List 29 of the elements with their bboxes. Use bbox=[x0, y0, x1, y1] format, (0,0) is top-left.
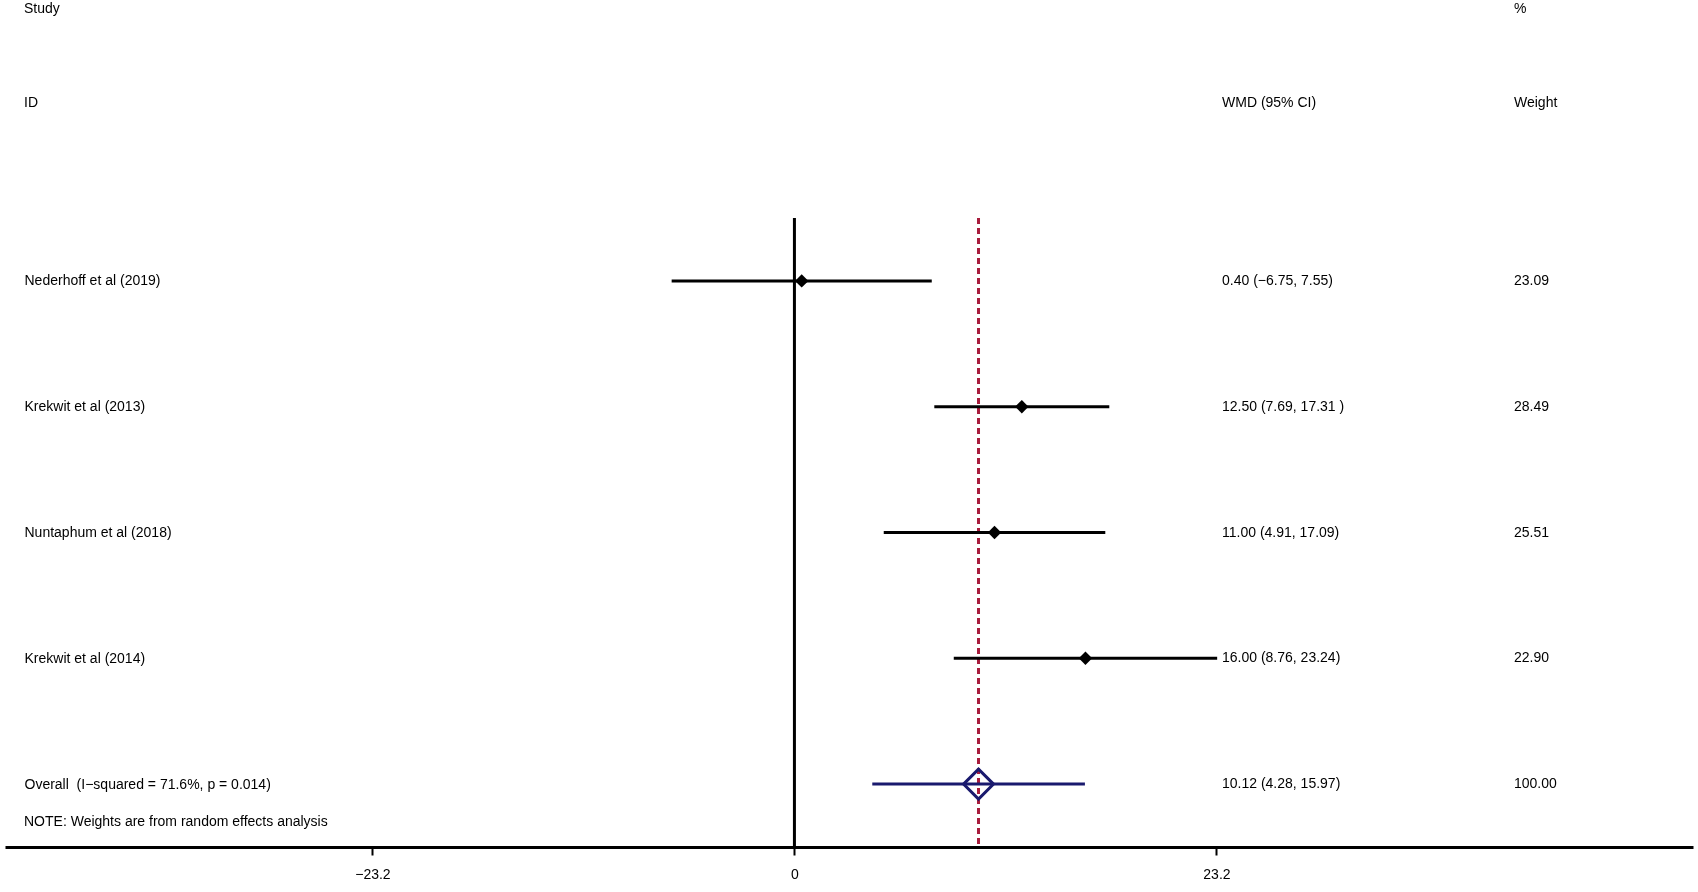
y-tick-label: Krekwit et al (2014) bbox=[24, 649, 146, 666]
annotation: 100.00 bbox=[1514, 775, 1558, 792]
annotation: 22.90 bbox=[1514, 649, 1550, 666]
point bbox=[962, 767, 996, 801]
annotation: 16.00 (8.76, 23.24) bbox=[1222, 649, 1341, 666]
x-tick-label: 23.2 bbox=[1203, 865, 1231, 882]
y-tick-label: Nederhoff et al (2019) bbox=[24, 272, 161, 289]
annotation: 28.49 bbox=[1514, 397, 1550, 414]
annotation: 10.12 (4.28, 15.97) bbox=[1222, 775, 1341, 792]
annotation: 11.00 (4.91, 17.09) bbox=[1222, 523, 1340, 540]
point bbox=[795, 274, 809, 288]
text: WMD (95% CI) bbox=[1222, 94, 1317, 110]
annotation: 0.40 (−6.75, 7.55) bbox=[1222, 271, 1333, 288]
annotation: 12.50 (7.69, 17.31 ) bbox=[1222, 397, 1345, 414]
point bbox=[987, 525, 1002, 540]
y-tick-label: Nuntaphum et al (2018) bbox=[24, 524, 172, 540]
text: Weight bbox=[1514, 94, 1558, 110]
text: % bbox=[1514, 0, 1527, 16]
y-tick-label: Overall (I−squared = 71.6%, p = 0.014) bbox=[24, 775, 271, 792]
y-tick-label: Krekwit et al (2013) bbox=[24, 398, 146, 415]
text: ID bbox=[24, 94, 38, 110]
annotation: 25.51 bbox=[1514, 523, 1550, 540]
text: Study bbox=[24, 0, 60, 16]
x-tick-label: 0 bbox=[791, 865, 800, 882]
point bbox=[1015, 399, 1029, 414]
point bbox=[1078, 651, 1093, 666]
annotation: 23.09 bbox=[1514, 271, 1550, 288]
x-tick-label: −23.2 bbox=[355, 865, 391, 882]
annotation: NOTE: Weights are from random effects analysis bbox=[24, 813, 328, 829]
